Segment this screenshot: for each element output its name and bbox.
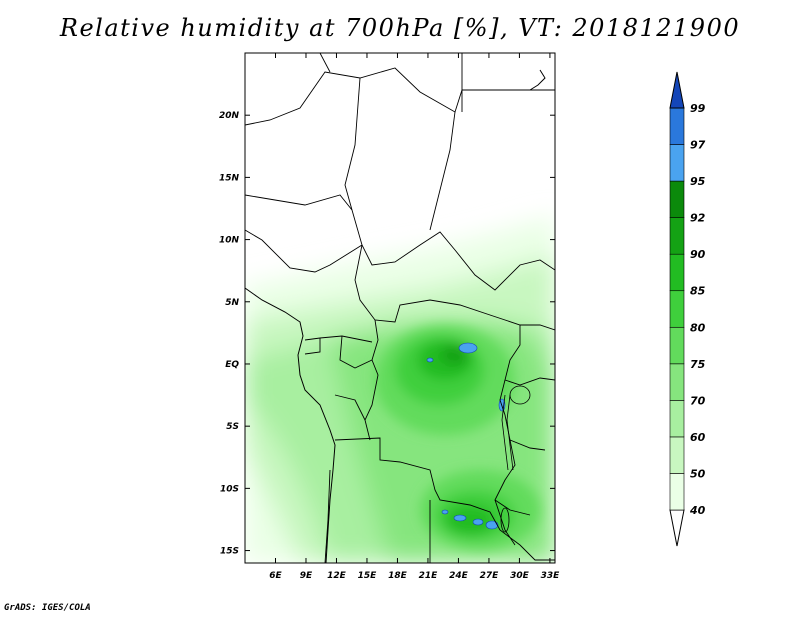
humidity-core-90-south [445,505,495,535]
colorbar-segment [669,436,685,474]
colorbar-segment [669,290,685,328]
colorbar-label: 99 [690,102,706,115]
lat-tick-label: 5N [225,298,239,308]
lon-tick-label: 21E [419,571,439,581]
lat-tick-label: 10S [220,484,239,494]
lon-tick-label: 27E [480,571,500,581]
colorbar-segment [669,107,685,145]
grads-credit: GrADS: IGES/COLA [4,603,91,613]
colorbar-lower-triangle [669,509,685,547]
colorbar-label: 95 [690,175,706,188]
colorbar-label: 90 [690,248,706,261]
lon-tick-label: 9E [300,571,313,581]
colorbar-upper-triangle [669,71,685,109]
country-borders [245,53,555,563]
colorbar-segment [669,217,685,255]
colorbar-segment [669,363,685,401]
humidity-field [245,53,555,563]
colorbar: 40 50 60 70 75 80 85 90 92 95 97 99 [669,71,706,547]
colorbar-label: 60 [690,431,706,444]
colorbar-segment [669,253,685,292]
lon-tick-label: 24E [449,571,469,581]
colorbar-label: 40 [689,504,706,517]
lon-tick-label: 33E [541,571,561,581]
lat-tick-label: 5S [226,422,239,432]
map-frame [244,52,556,564]
lon-tick-label: 30E [510,571,530,581]
colorbar-segment [669,400,685,438]
colorbar-segment [669,473,685,511]
colorbar-label: 50 [690,467,706,480]
lat-tick-label: EQ [225,360,239,370]
lon-tick-label: 15E [358,571,378,581]
colorbar-label: 85 [690,285,706,298]
longitude-axis: 6E 9E 12E 15E 18E 21E 24E 27E 30E 33E [269,53,560,581]
lon-tick-label: 12E [327,571,347,581]
coastline [245,69,546,563]
lat-tick-label: 15N [219,173,240,183]
colorbar-label: 80 [690,321,706,334]
lakes [500,385,531,533]
colorbar-segment [669,144,685,182]
colorbar-segment [669,180,685,218]
lat-tick-label: 20N [219,111,240,121]
colorbar-segment [669,326,685,365]
lat-tick-label: 15S [220,547,239,557]
colorbar-label: 70 [690,394,706,407]
lon-tick-label: 18E [388,571,408,581]
lat-tick-label: 10N [219,236,240,246]
colorbar-label: 97 [690,139,706,152]
colorbar-label: 92 [690,212,706,225]
map-title: Relative humidity at 700hPa [%], VT: 201… [59,14,741,42]
colorbar-label: 75 [690,358,706,371]
latitude-axis: 20N 15N 10N 5N EQ 5S 10S 15S [219,111,555,557]
lon-tick-label: 6E [269,571,282,581]
